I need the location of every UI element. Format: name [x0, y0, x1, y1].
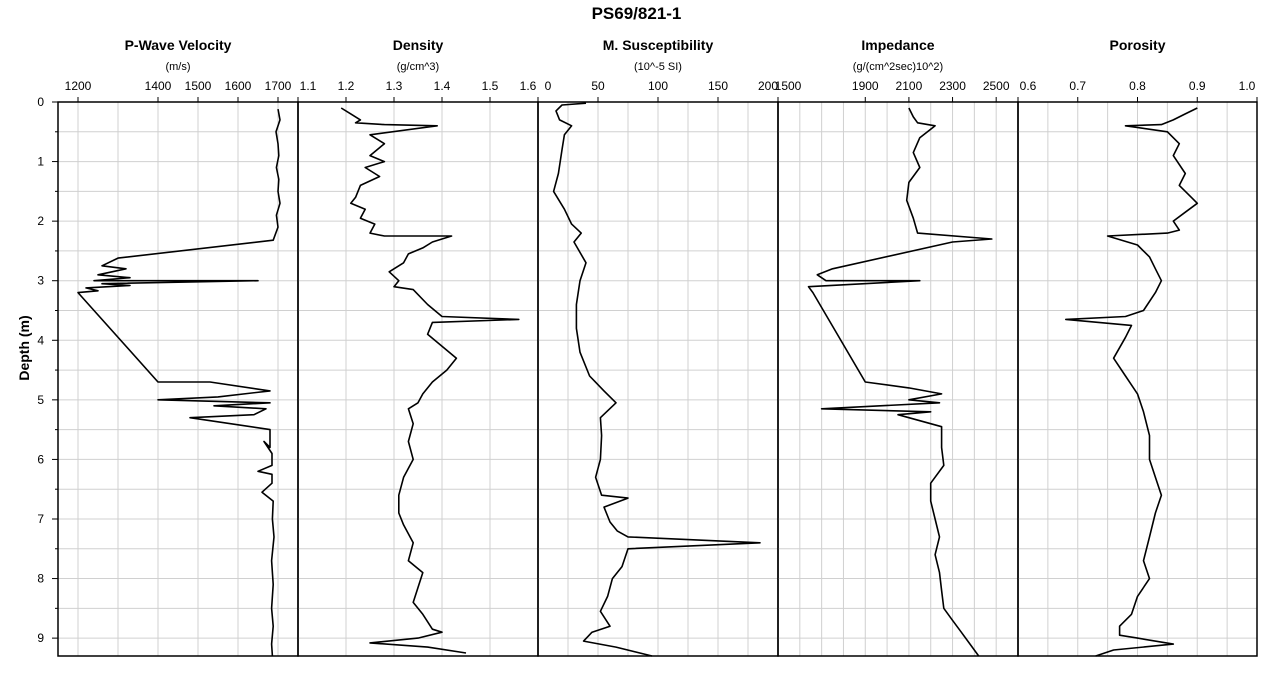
panel-unit: (g/cm^3) [397, 61, 439, 73]
y-tick-label: 6 [37, 452, 44, 466]
panel-frame [297, 101, 539, 657]
y-tick-label: 4 [37, 333, 44, 347]
series-line [552, 102, 761, 657]
series-line [77, 108, 281, 657]
x-tick-label: 50 [591, 79, 605, 93]
x-tick-label: 200 [758, 79, 778, 93]
series-line [807, 107, 993, 657]
panel-1: P-Wave Velocity (m/s) 1200 1400 1500 1600 1700 [57, 37, 299, 657]
x-tick-label: 0.7 [1069, 79, 1086, 93]
x-tick-label: 1700 [265, 79, 292, 93]
panel-5: Porosity 0.6 0.7 0.8 0.9 1.0 [1017, 37, 1258, 657]
panel-2: Density (g/cm^3) 1.1 1.2 1.3 1.4 1.5 1.6 [297, 37, 539, 657]
y-tick-label: 5 [37, 393, 44, 407]
x-tick-label: 1500 [185, 79, 212, 93]
x-tick-label: 100 [648, 79, 668, 93]
x-tick-label: 1400 [145, 79, 172, 93]
x-tick-label: 1.2 [338, 79, 355, 93]
y-tick-label: 1 [37, 155, 44, 169]
x-tick-label: 0.9 [1189, 79, 1206, 93]
x-tick-label: 2100 [896, 79, 923, 93]
x-tick-label: 2500 [983, 79, 1010, 93]
x-tick-label: 0.8 [1129, 79, 1146, 93]
panel-frame [777, 101, 1019, 657]
panel-unit: (m/s) [165, 61, 190, 73]
x-tick-label: 1200 [65, 79, 92, 93]
x-tick-label: 1900 [852, 79, 879, 93]
x-tick-label: 1.1 [300, 79, 317, 93]
x-tick-label: 2300 [939, 79, 966, 93]
x-tick-label: 1.3 [386, 79, 403, 93]
panel-title: M. Susceptibility [603, 37, 714, 53]
panel-3: M. Susceptibility (10^-5 SI) 0 50 100 150 200 [537, 37, 779, 657]
depth-axis: 0 1 2 3 4 5 6 7 8 9 [37, 95, 58, 645]
panel-title: Impedance [861, 37, 934, 53]
chart-title: PS69/821-1 [591, 4, 682, 23]
x-tick-label: 1.0 [1239, 79, 1256, 93]
x-tick-label: 1.5 [482, 79, 499, 93]
x-tick-label: 0 [545, 79, 552, 93]
series-line [340, 107, 520, 654]
y-tick-label: 7 [37, 512, 44, 526]
y-tick-label: 8 [37, 572, 44, 586]
x-tick-label: 1500 [775, 79, 802, 93]
x-tick-label: 150 [708, 79, 728, 93]
panel-frame [57, 101, 299, 657]
panel-frame [1017, 101, 1258, 657]
y-tick-label: 9 [37, 631, 44, 645]
y-tick-label: 0 [37, 95, 44, 109]
panel-4: Impedance (g/(cm^2sec)10^2) 1500 1900 2100 23… [775, 37, 1019, 657]
series-line [1065, 107, 1199, 657]
x-tick-label: 1.6 [520, 79, 537, 93]
panel-unit: (g/(cm^2sec)10^2) [853, 61, 943, 73]
x-tick-label: 0.6 [1020, 79, 1037, 93]
y-axis-label: Depth (m) [16, 315, 32, 380]
panel-title: P-Wave Velocity [125, 37, 232, 53]
panel-unit: (10^-5 SI) [634, 61, 682, 73]
panels-layer: P-Wave Velocity(m/s)1200 1400 1500 1600 1700… [57, 37, 1258, 657]
y-tick-label: 3 [37, 274, 44, 288]
panel-title: Porosity [1109, 37, 1165, 53]
x-tick-label: 1.4 [434, 79, 451, 93]
x-tick-label: 1600 [225, 79, 252, 93]
panel-title: Density [393, 37, 444, 53]
y-tick-label: 2 [37, 214, 44, 228]
